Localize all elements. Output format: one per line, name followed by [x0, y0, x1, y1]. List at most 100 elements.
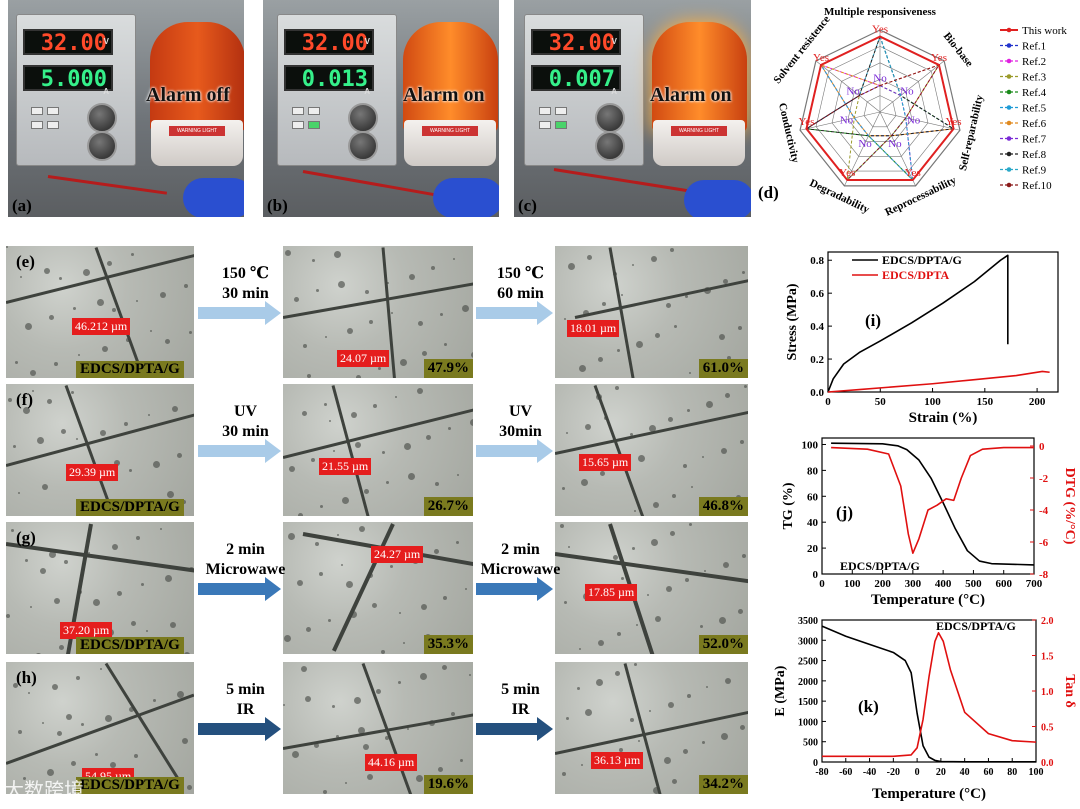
y-tick-label: 0.4: [810, 321, 824, 333]
sample-name: EDCS/DPTA/G: [76, 361, 184, 378]
y-tick-label: 0: [813, 569, 819, 581]
y-axis-label: E (MPa): [773, 665, 788, 716]
healing-efficiency: 35.3%: [423, 635, 473, 654]
radar-spoke: [879, 60, 945, 113]
crack-width-label: 46.212 µm: [72, 318, 131, 335]
legend-item: Ref.7: [1022, 134, 1047, 146]
chart-annotation: EDCS/DPTA/G: [936, 619, 1016, 633]
photo-panel-b: 32.00 V 0.013 A WARNING LIGHT Alarm on (b): [263, 0, 499, 217]
radar-series-ref: [805, 64, 941, 181]
plot-frame: [821, 437, 1035, 575]
radar-series-ref: [819, 64, 955, 137]
radar-spoke: [879, 111, 916, 187]
radar-grid-ring: [815, 46, 945, 172]
y-tick-label: 20: [807, 543, 819, 555]
healing-efficiency: 19.6%: [423, 775, 473, 794]
radar-no-label: No: [840, 115, 854, 127]
crack: [331, 385, 371, 516]
radar-yes-label: Yes: [798, 116, 814, 128]
y2-tick-label: 0.5: [1041, 723, 1054, 734]
series-line: [821, 625, 1036, 763]
chart-dma: -80 -60 -40 -20 0 20 40 60 80 1000500100015002000…: [773, 616, 1077, 802]
treatment-condition: 5 min IR: [226, 681, 265, 718]
y2-axis-label: Tan δ: [1062, 674, 1077, 708]
voltage-display: 32.00 V: [531, 29, 621, 56]
x-tick-label: -40: [863, 767, 876, 778]
healing-efficiency: 47.9%: [423, 359, 473, 378]
radar-yes-label: Yes: [839, 167, 855, 179]
x-tick-label: 200: [1029, 396, 1046, 408]
crack: [593, 384, 645, 516]
radar-yes-label: Yes: [872, 24, 888, 36]
arrow: [198, 577, 281, 601]
y2-tick-label: -6: [1039, 537, 1049, 549]
legend-item: Ref.4: [1022, 87, 1047, 99]
healing-efficiency: 52.0%: [698, 635, 748, 654]
sample-name: EDCS/DPTA/G: [76, 637, 184, 654]
legend-item: Ref.10: [1022, 180, 1052, 192]
y2-tick-label: 1.5: [1041, 652, 1054, 663]
crack: [283, 407, 473, 459]
radar-series-ref: [804, 35, 956, 137]
y2-tick-label: 1.0: [1041, 687, 1054, 698]
arrow: [198, 717, 281, 741]
voltage-display: 32.00 V: [284, 29, 374, 56]
micrograph: 46.212 µm EDCS/DPTA/G (e): [6, 246, 194, 378]
legend-marker: [1006, 58, 1012, 64]
crack: [6, 693, 194, 765]
panel-label: (e): [16, 252, 35, 271]
legend-marker: [1006, 89, 1012, 95]
crack-width-label: 21.55 µm: [319, 458, 372, 475]
crack: [555, 410, 748, 455]
alarm-status: Alarm on: [650, 84, 732, 106]
radar-no-label: No: [888, 138, 902, 150]
micrograph: 15.65 µm 46.8%: [555, 384, 748, 516]
photo-panel-a: 32.00 V 5.000 A WARNING LIGHT Alarm off (a…: [8, 0, 244, 217]
treatment-condition: UV 30min: [499, 403, 542, 440]
power-supply: 32.00 V 5.000 A: [16, 14, 136, 166]
x-tick-label: 200: [874, 578, 891, 590]
legend-item: Ref.1: [1022, 41, 1046, 53]
x-tick-label: 60: [983, 767, 993, 778]
crack: [283, 281, 473, 319]
alarm-lamp: [403, 22, 498, 132]
y-tick-label: 100: [802, 439, 819, 451]
alarm-status: Alarm on: [403, 84, 485, 106]
watermark-logo: 大数跨境: [4, 778, 84, 802]
micrograph: 21.55 µm 26.7%: [283, 384, 473, 516]
radar-spoke: [844, 111, 881, 187]
legend-marker: [1006, 105, 1012, 110]
crack-width-label: 37.20 µm: [60, 622, 113, 639]
crack: [555, 552, 748, 584]
crack-width-label: 17.85 µm: [585, 584, 638, 601]
y-tick-label: 2000: [798, 677, 818, 688]
panel-label: (i): [865, 311, 881, 330]
plot-frame: [827, 251, 1059, 393]
crack-width-label: 44.16 µm: [365, 754, 418, 771]
x-tick-label: 0: [825, 396, 831, 408]
y-axis-label: Stress (MPa): [785, 283, 800, 360]
arrow: [198, 301, 281, 325]
series-line: [831, 442, 1035, 566]
y2-tick-label: -2: [1039, 473, 1049, 485]
radar-axis-label: Conductivity: [776, 102, 801, 165]
alarm-status: Alarm off: [146, 84, 230, 106]
x-tick-label: 600: [995, 578, 1012, 590]
y2-tick-label: -4: [1039, 505, 1049, 517]
sample-name: EDCS/DPTA/G: [76, 777, 184, 794]
micrograph: 18.01 µm 61.0%: [555, 246, 748, 378]
radar-no-label: No: [846, 86, 860, 98]
panel-label: (b): [267, 196, 288, 215]
crack-width-label: 15.65 µm: [579, 454, 632, 471]
x-axis-label: Temperature (°C): [872, 786, 986, 802]
y-tick-label: 3500: [798, 616, 818, 627]
y-tick-label: 1500: [798, 697, 818, 708]
radar-axis-label: Solvent resistence: [771, 13, 832, 86]
legend-item: EDCS/DPTA: [882, 268, 949, 282]
x-axis-label: Temperature (°C): [871, 592, 985, 608]
panel-label: (h): [16, 668, 37, 687]
y2-tick-label: 0.0: [1041, 758, 1054, 769]
crack: [555, 710, 748, 755]
radar-yes-label: Yes: [813, 52, 829, 64]
